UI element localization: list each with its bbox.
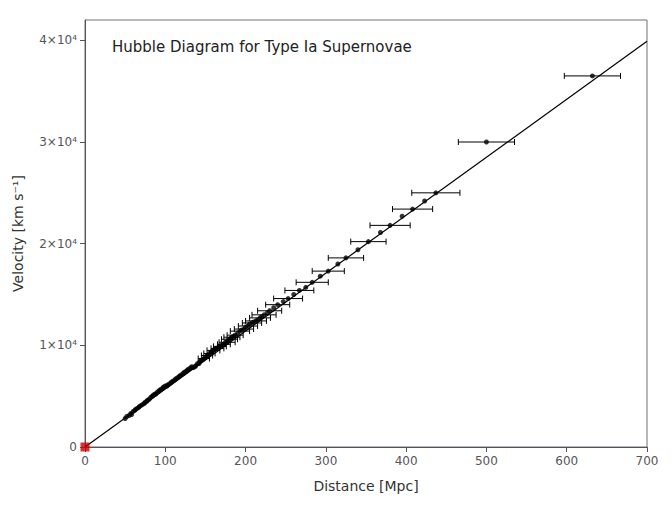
svg-text:400: 400 [395, 454, 418, 468]
svg-text:500: 500 [475, 454, 498, 468]
svg-text:3×10⁴: 3×10⁴ [39, 135, 77, 149]
svg-text:600: 600 [555, 454, 578, 468]
svg-text:Hubble Diagram for Type Ia Sup: Hubble Diagram for Type Ia Supernovae [112, 38, 412, 56]
svg-text:2×10⁴: 2×10⁴ [39, 237, 77, 251]
svg-text:1×10⁴: 1×10⁴ [39, 338, 77, 352]
svg-text:0: 0 [69, 440, 77, 454]
svg-text:200: 200 [234, 454, 257, 468]
svg-text:4×10⁴: 4×10⁴ [39, 33, 77, 47]
svg-text:0: 0 [81, 454, 89, 468]
svg-text:100: 100 [154, 454, 177, 468]
svg-text:Distance [Mpc]: Distance [Mpc] [313, 478, 418, 494]
svg-text:Velocity [km s⁻¹]: Velocity [km s⁻¹] [10, 175, 26, 292]
svg-text:700: 700 [636, 454, 659, 468]
svg-text:300: 300 [314, 454, 337, 468]
